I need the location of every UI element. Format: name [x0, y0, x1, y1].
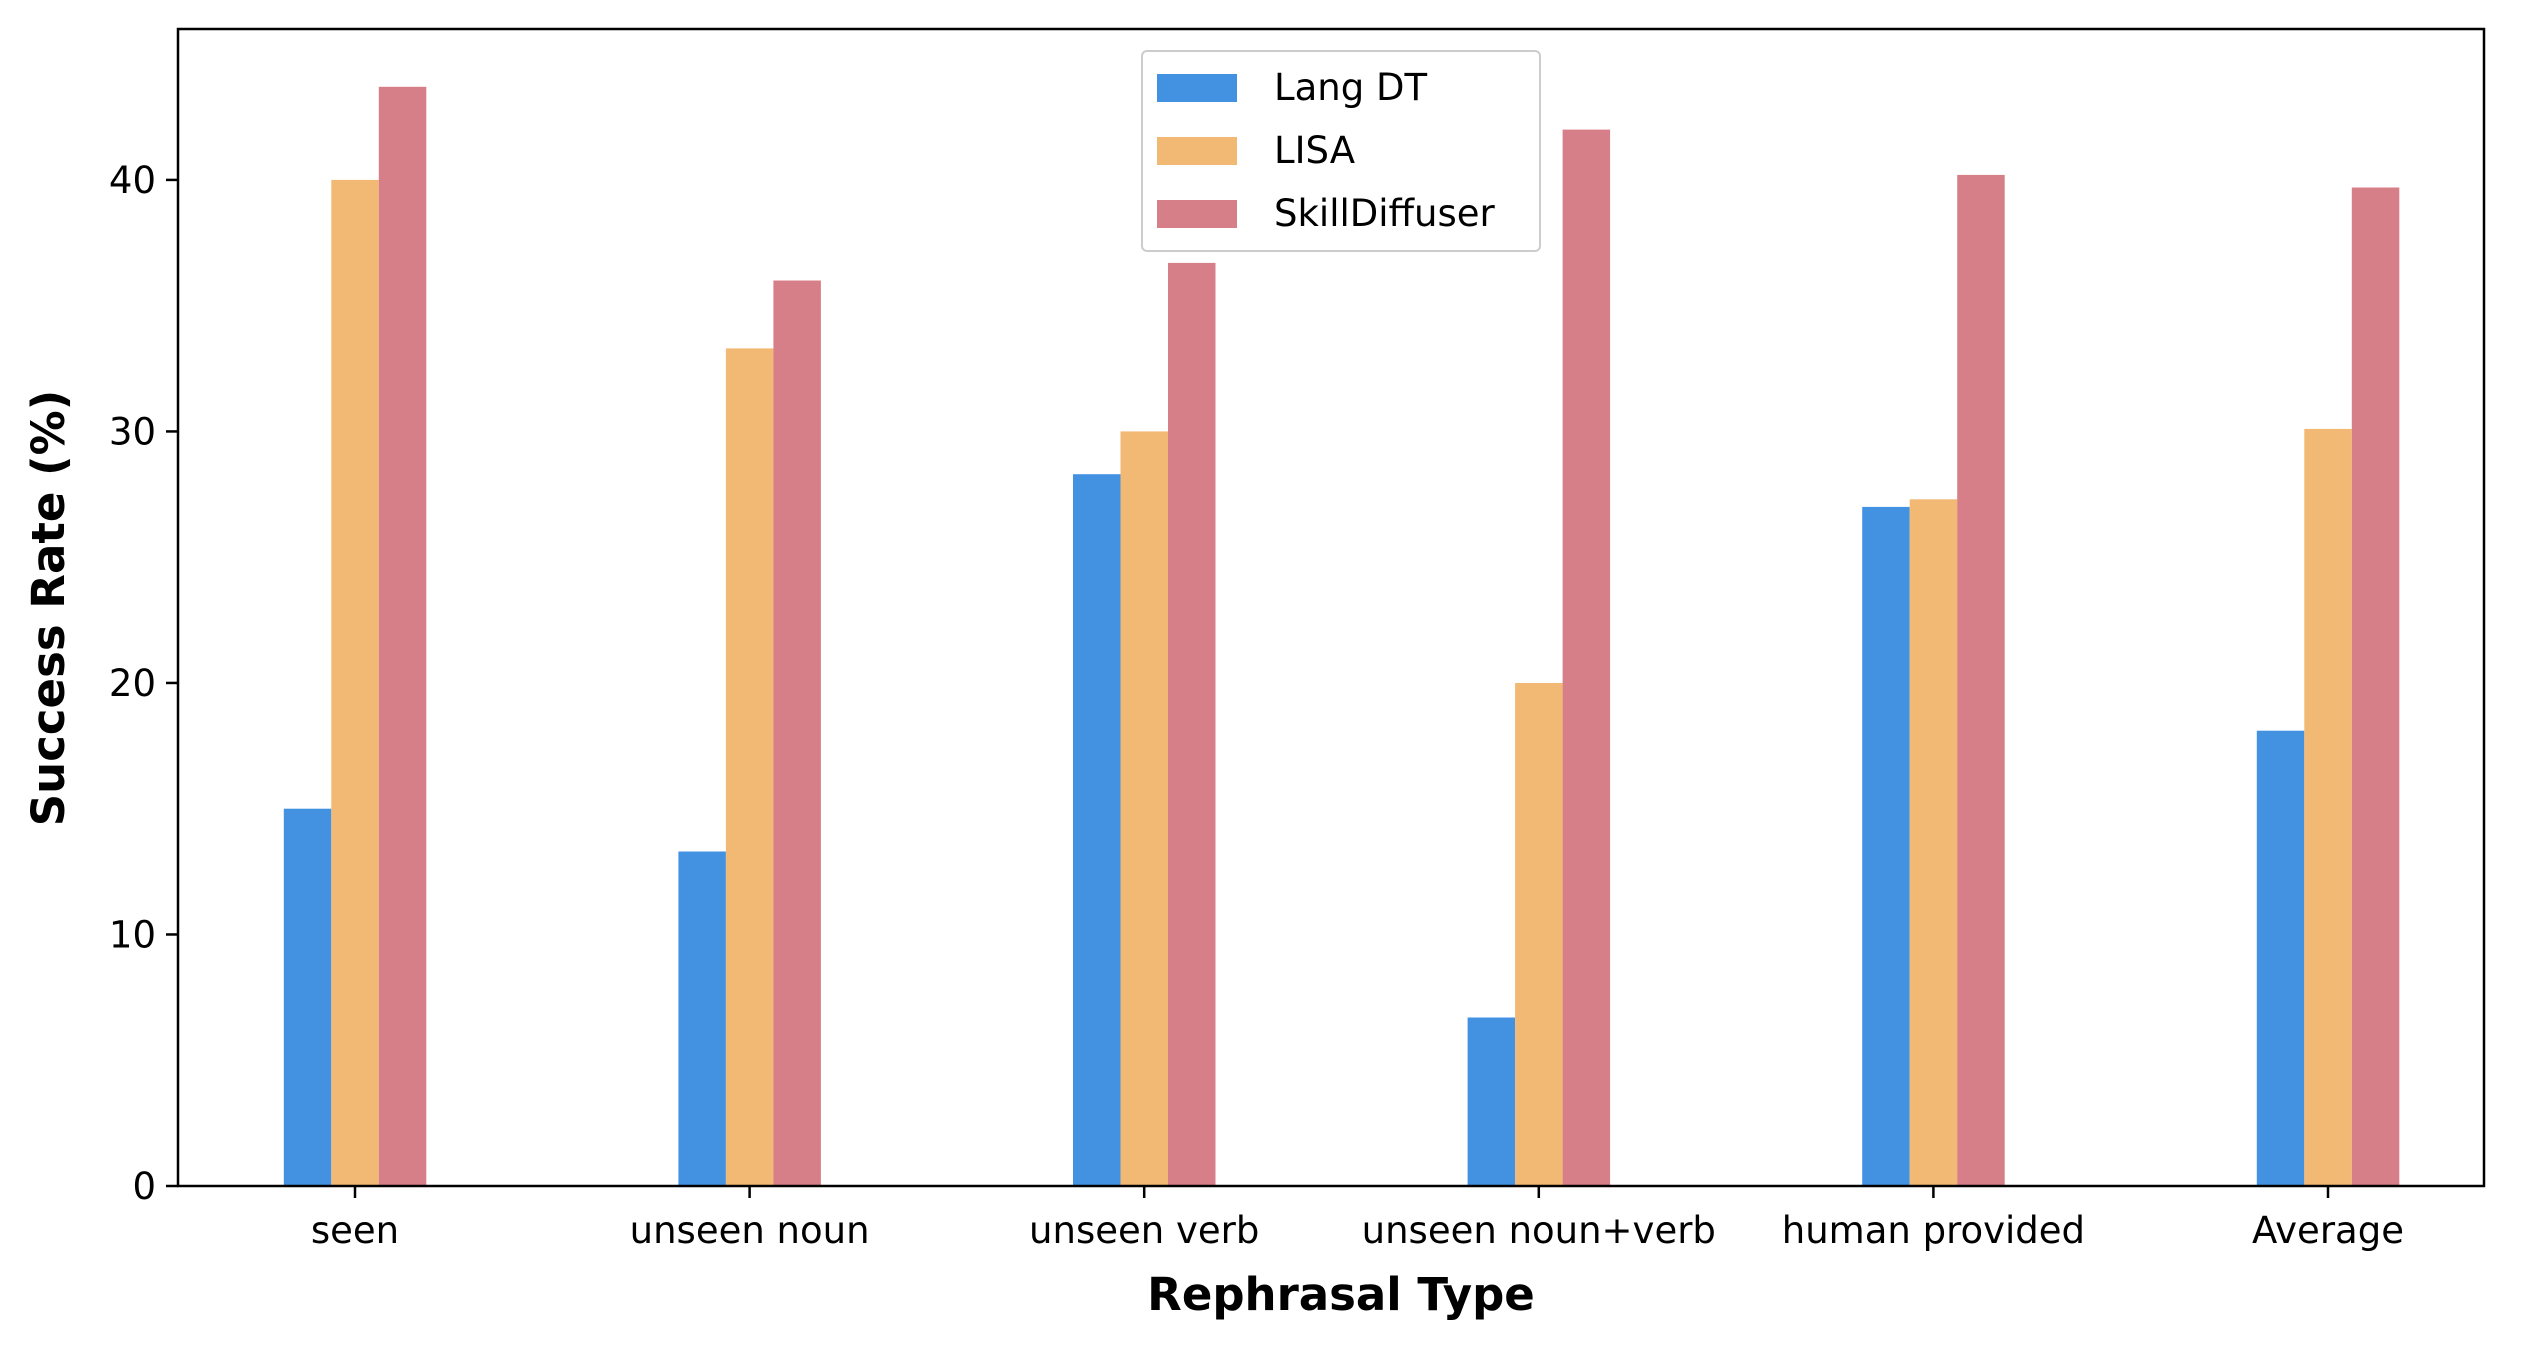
- x-axis: seen unseen noun unseen verb unseen noun+ve…: [311, 1186, 2404, 1252]
- bar-lisa-5: [2304, 428, 2352, 1186]
- bar-lang-dt-4: [1862, 506, 1910, 1186]
- x-tick-label: unseen verb: [1029, 1209, 1259, 1252]
- x-tick-label: seen: [311, 1209, 399, 1252]
- y-axis-label: Success Rate (%): [22, 390, 75, 827]
- bar-lisa-1: [725, 348, 774, 1186]
- bars-layer: [283, 86, 2400, 1187]
- bar-skilldiffuser-4: [1957, 174, 2005, 1186]
- bar-lisa-3: [1515, 683, 1563, 1186]
- bar-lang-dt-1: [678, 851, 726, 1186]
- bar-lisa-2: [1120, 431, 1168, 1186]
- bar-skilldiffuser-3: [1562, 129, 1611, 1187]
- bar-lang-dt-5: [2256, 730, 2305, 1186]
- bar-skilldiffuser-0: [378, 86, 427, 1186]
- y-tick-label: 0: [132, 1165, 156, 1208]
- bar-lang-dt-2: [1073, 474, 1121, 1186]
- y-tick-label: 30: [109, 410, 156, 453]
- legend-swatch-lisa: [1157, 137, 1237, 165]
- legend-label: LISA: [1274, 129, 1355, 172]
- x-tick-label: unseen noun+verb: [1362, 1209, 1716, 1252]
- x-tick-label: unseen noun: [630, 1209, 870, 1252]
- legend-swatch-lang-dt: [1157, 74, 1237, 102]
- legend: Lang DT LISA SkillDiffuser: [1141, 50, 1541, 252]
- bar-skilldiffuser-2: [1168, 262, 1216, 1186]
- y-tick-label: 40: [109, 159, 156, 202]
- y-tick-label: 20: [109, 662, 156, 705]
- plot-frame: [176, 27, 2486, 1188]
- legend-box: [1141, 50, 1541, 252]
- bar-lang-dt-3: [1467, 1017, 1516, 1186]
- legend-label: SkillDiffuser: [1274, 192, 1496, 235]
- bar-lisa-0: [331, 179, 379, 1186]
- bar-lisa-4: [1909, 499, 1958, 1186]
- bar-lang-dt-0: [283, 808, 332, 1186]
- y-axis: 0 10 20 30 40: [109, 159, 178, 1208]
- y-tick-label: 10: [109, 913, 156, 956]
- x-axis-label: Rephrasal Type: [1147, 1268, 1535, 1321]
- legend-swatch-skilldiffuser: [1157, 200, 1237, 228]
- x-tick-label: Average: [2252, 1209, 2404, 1252]
- bar-skilldiffuser-1: [773, 280, 821, 1186]
- x-tick-label: human provided: [1782, 1209, 2085, 1252]
- bar-skilldiffuser-5: [2351, 187, 2400, 1186]
- legend-label: Lang DT: [1274, 66, 1427, 109]
